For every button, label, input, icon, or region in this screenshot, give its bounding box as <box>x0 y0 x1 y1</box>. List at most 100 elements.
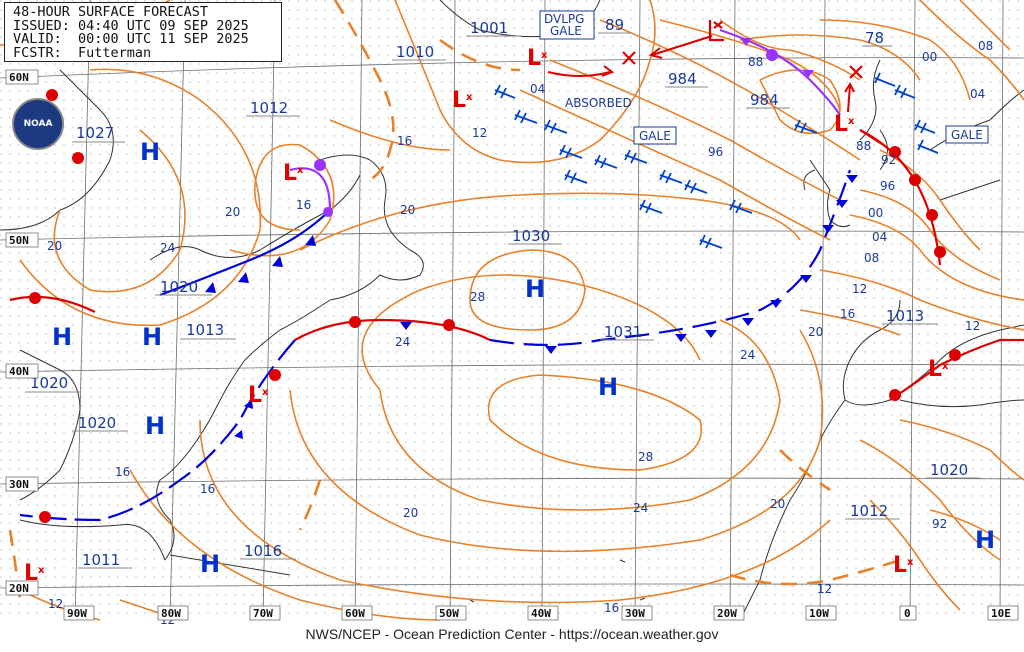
lat-label: 50N <box>9 234 29 247</box>
pressure-label: 1016 <box>244 542 282 560</box>
pressure-label: 1030 <box>512 227 550 245</box>
isobar-label: 16 <box>115 465 130 479</box>
lon-label: 60W <box>345 607 365 620</box>
high-symbol: H <box>52 323 72 351</box>
cold-front <box>159 209 331 297</box>
isobar-label: 92 <box>881 153 896 167</box>
svg-text:x: x <box>907 557 914 568</box>
issued-time: ISSUED: 04:40 UTC 09 SEP 2025 <box>13 17 249 34</box>
svg-text:x: x <box>38 565 45 576</box>
lat-lon-grid <box>0 0 1024 621</box>
warning-dvlpg-gale: GALE <box>550 24 582 38</box>
isobar-label: 08 <box>978 39 993 53</box>
high-symbol: H <box>140 138 160 166</box>
isobar-label: 96 <box>708 145 723 159</box>
occluded-front <box>289 167 332 211</box>
warning-dvlpg-gale: DVLPG <box>544 12 584 26</box>
high-symbol: H <box>525 275 545 303</box>
map-dot-pattern <box>0 0 1024 620</box>
lon-label: 10E <box>991 607 1011 620</box>
svg-text:L: L <box>283 161 297 186</box>
isobar-label: 12 <box>965 319 980 333</box>
svg-text:x: x <box>541 50 548 61</box>
warning-gale: GALE <box>639 129 671 143</box>
svg-text:L: L <box>248 383 262 408</box>
pressure-label: 984 <box>750 91 779 109</box>
pressure-label: 1020 <box>930 461 968 479</box>
pressure-label: 1020 <box>30 374 68 392</box>
lat-label: 40N <box>9 365 29 378</box>
isobar-label: 28 <box>470 290 485 304</box>
high-symbol: H <box>145 412 165 440</box>
high-centers: H H H H H H H H <box>52 138 995 578</box>
latitude-labels: 60N 50N 40N 30N 20N <box>5 69 39 596</box>
isobar-labels: 04 12 16 20 20 24 16 20 24 28 28 24 20 1… <box>47 39 993 627</box>
pressure-label: 1001 <box>470 19 508 37</box>
cold-front-southwest <box>19 339 296 522</box>
isobar-label: 00 <box>922 50 937 64</box>
isobar-label: 88 <box>856 139 871 153</box>
warning-gale: GALE <box>951 128 983 142</box>
svg-text:L: L <box>452 88 466 113</box>
isobar-label: 28 <box>638 450 653 464</box>
isobar-label: 24 <box>740 348 755 362</box>
noaa-logo: NOAA <box>12 98 64 150</box>
forecast-title: 48-HOUR SURFACE FORECAST <box>13 4 209 20</box>
absorbed-annotation: ABSORBED <box>565 96 632 110</box>
isobar-label: 24 <box>395 335 410 349</box>
svg-text:x: x <box>466 92 473 103</box>
isobar-label: 16 <box>296 198 311 212</box>
isobar-label: 20 <box>770 497 785 511</box>
lon-label: 20W <box>717 607 737 620</box>
svg-text:L: L <box>928 357 942 382</box>
isobar-label: 88 <box>748 55 763 69</box>
high-symbol: H <box>200 550 220 578</box>
stationary-front <box>294 318 491 341</box>
low-markers <box>622 20 863 79</box>
isobar-label: 24 <box>160 241 175 255</box>
isobar-label: 16 <box>397 134 412 148</box>
isobar-label: 16 <box>200 482 215 496</box>
lon-label: 10W <box>809 607 829 620</box>
isobar-label: 04 <box>530 82 545 96</box>
isobar-label: 20 <box>400 203 415 217</box>
pressure-label: 1012 <box>850 502 888 520</box>
isobar-label: 20 <box>47 239 62 253</box>
svg-text:L: L <box>527 46 541 71</box>
lon-label: 90W <box>67 607 87 620</box>
isobar-label: 16 <box>604 601 619 615</box>
credit-line: NWS/NCEP - Ocean Prediction Center - htt… <box>305 626 719 642</box>
warning-labels: DVLPG GALE GALE GALE ABSORBED <box>539 10 989 145</box>
isobar-label: 96 <box>880 179 895 193</box>
svg-text:x: x <box>942 361 949 372</box>
lat-label: 30N <box>9 478 29 491</box>
front-symbols <box>29 38 961 523</box>
svg-text:L: L <box>893 553 907 578</box>
warm-front-iberia <box>889 338 1024 401</box>
pressure-label: 1013 <box>886 307 924 325</box>
lon-label: 30W <box>625 607 645 620</box>
lon-label: 0 <box>904 607 911 620</box>
isobar-label: 92 <box>932 517 947 531</box>
high-symbol: H <box>975 526 995 554</box>
pressure-label: 1020 <box>78 414 116 432</box>
pressure-label: 1012 <box>250 99 288 117</box>
lat-label: 60N <box>9 71 29 84</box>
forecast-info-box: 48-HOUR SURFACE FORECAST ISSUED: 04:40 U… <box>4 2 282 62</box>
pressure-label: 78 <box>865 29 884 47</box>
svg-text:x: x <box>262 387 269 398</box>
isobar-label: 12 <box>48 597 63 611</box>
isobar-label: 20 <box>403 506 418 520</box>
pressure-label: 1010 <box>396 43 434 61</box>
isobar-label: 12 <box>852 282 867 296</box>
isobar-label: 20 <box>225 205 240 219</box>
isobar-label: 12 <box>817 582 832 596</box>
pressure-label: 1013 <box>186 321 224 339</box>
dashed-isobars <box>8 0 901 601</box>
high-symbol: H <box>142 323 162 351</box>
isobar-label: 16 <box>840 307 855 321</box>
wind-barbs <box>494 72 939 249</box>
svg-text:L: L <box>834 112 848 137</box>
